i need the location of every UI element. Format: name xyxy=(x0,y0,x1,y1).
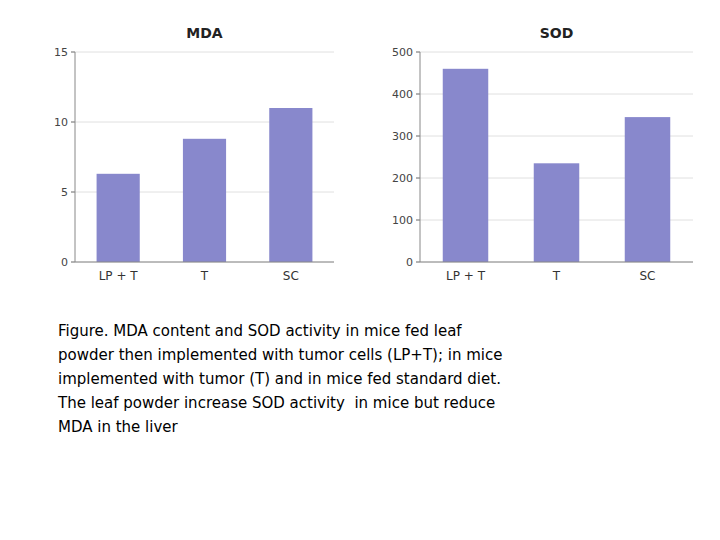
caption-line: implemented with tumor (T) and in mice f… xyxy=(58,370,501,388)
x-tick-label: SC xyxy=(283,269,299,283)
bar xyxy=(183,139,226,262)
x-axis-line xyxy=(75,262,334,263)
caption-line: The leaf powder increase SOD activity in… xyxy=(57,394,495,412)
grid-line xyxy=(75,52,334,53)
y-tick xyxy=(416,94,420,95)
chart-title: SOD xyxy=(540,25,574,41)
x-tick-label: LP + T xyxy=(446,269,486,283)
y-tick-label: 10 xyxy=(54,116,68,129)
y-tick-label: 0 xyxy=(406,256,413,269)
bars xyxy=(443,69,671,262)
caption-line: powder then implemented with tumor cells… xyxy=(58,346,502,364)
caption: Figure. MDA content and SOD activity in … xyxy=(57,322,502,436)
bar xyxy=(97,174,140,262)
x-axis-line xyxy=(420,262,693,263)
x-tick-label: T xyxy=(200,269,209,283)
y-tick xyxy=(71,52,75,53)
bar-chart: MDA 0 5 10 15 LP + T T SC xyxy=(54,25,334,283)
y-tick xyxy=(71,262,75,263)
grid-line xyxy=(420,262,693,263)
y-tick xyxy=(416,136,420,137)
bar-chart: SOD 0 100 200 300 400 500 LP + T T SC xyxy=(392,25,693,283)
bars xyxy=(97,108,313,262)
y-axis-line xyxy=(75,52,76,262)
y-tick-label: 5 xyxy=(61,186,68,199)
x-tick-label: LP + T xyxy=(99,269,139,283)
y-tick xyxy=(71,192,75,193)
y-tick-label: 300 xyxy=(392,130,413,143)
y-axis-line xyxy=(420,52,421,262)
bar xyxy=(443,69,489,262)
chart-title: MDA xyxy=(186,25,223,41)
y-tick xyxy=(416,52,420,53)
bar xyxy=(269,108,312,262)
y-tick-label: 0 xyxy=(61,256,68,269)
x-tick-label: SC xyxy=(640,269,656,283)
y-tick xyxy=(416,262,420,263)
y-tick-label: 400 xyxy=(392,88,413,101)
figure: MDA 0 5 10 15 LP + T T SC SOD 0 100 200 300 400 500 LP … xyxy=(0,0,720,540)
y-tick-label: 500 xyxy=(392,46,413,59)
grid-line xyxy=(420,52,693,53)
y-tick xyxy=(416,220,420,221)
bar xyxy=(625,117,671,262)
y-tick-label: 200 xyxy=(392,172,413,185)
grid-line xyxy=(75,262,334,263)
x-tick-label: T xyxy=(552,269,561,283)
caption-line: MDA in the liver xyxy=(58,418,179,436)
y-tick-label: 100 xyxy=(392,214,413,227)
y-tick-label: 15 xyxy=(54,46,68,59)
caption-line: Figure. MDA content and SOD activity in … xyxy=(58,322,462,340)
bar xyxy=(534,163,580,262)
y-tick xyxy=(71,122,75,123)
y-tick xyxy=(416,178,420,179)
